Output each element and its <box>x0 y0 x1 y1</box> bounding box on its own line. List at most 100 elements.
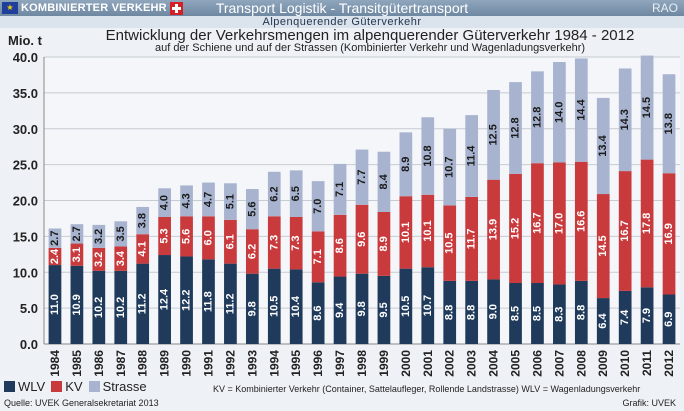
x-tick-label: 1995 <box>289 350 303 377</box>
x-tick-label: 2010 <box>618 350 632 377</box>
bar-segment-wlv <box>531 283 544 344</box>
data-label-strasse: 7.1 <box>334 182 346 197</box>
y-tick-label: 20.0 <box>13 194 38 209</box>
bar-segment-kv <box>355 204 369 274</box>
data-label-wlv: 10.2 <box>93 297 105 318</box>
data-label-kv: 9.6 <box>356 232 368 247</box>
data-label-kv: 10.1 <box>400 222 412 243</box>
data-label-kv: 13.9 <box>488 219 500 240</box>
data-label-wlv: 8.6 <box>312 305 324 320</box>
source-note: Quelle: UVEK Generalsekretariat 2013 <box>4 398 159 408</box>
bar-segment-strasse <box>355 149 369 205</box>
data-label-wlv: 10.7 <box>422 295 434 316</box>
data-label-strasse: 12.8 <box>510 117 522 138</box>
data-label-strasse: 3.2 <box>93 229 105 244</box>
bar-segment-kv <box>487 179 500 280</box>
data-label-strasse: 3.8 <box>137 213 149 228</box>
bar-segment-strasse <box>114 221 128 247</box>
x-tick-label: 1992 <box>223 350 237 377</box>
bar-segment-wlv <box>202 259 215 344</box>
bar-segment-strasse <box>421 117 435 195</box>
bar-segment-strasse <box>487 90 500 180</box>
x-tick-label: 1994 <box>267 350 281 377</box>
bar-segment-wlv <box>267 268 281 344</box>
legend-swatch-wlv <box>4 380 15 392</box>
bar-segment-strasse <box>618 68 632 172</box>
data-label-kv: 10.1 <box>422 220 434 241</box>
bar-segment-strasse <box>48 228 62 248</box>
bar-segment-strasse <box>202 182 215 217</box>
bar-segment-wlv <box>509 283 522 344</box>
data-label-wlv: 7.9 <box>641 308 653 323</box>
legend-swatch-kv <box>51 380 63 392</box>
bar-segment-strasse <box>289 170 303 218</box>
bar-segment-strasse <box>136 206 150 235</box>
bar-segment-wlv <box>465 280 479 344</box>
data-label-strasse: 3.5 <box>115 226 127 241</box>
data-label-kv: 16.9 <box>663 223 675 244</box>
bar-segment-strasse <box>377 151 391 212</box>
data-label-strasse: 8.4 <box>378 173 390 189</box>
graphic-credit: Grafik: UVEK <box>622 398 676 408</box>
data-label-wlv: 11.0 <box>49 294 61 315</box>
bar-segment-strasse <box>311 181 325 232</box>
data-label-strasse: 12.8 <box>531 107 543 128</box>
y-tick-label: 35.0 <box>13 86 38 101</box>
data-label-strasse: 14.3 <box>619 109 631 130</box>
header-right-label: RAO <box>651 1 678 15</box>
x-tick-label: 2012 <box>662 350 676 377</box>
data-label-kv: 14.5 <box>597 235 609 256</box>
bar-segment-wlv <box>553 284 566 344</box>
data-label-wlv: 7.4 <box>619 309 631 325</box>
bar-segment-wlv <box>596 298 610 344</box>
bar-segment-kv <box>114 246 128 271</box>
bar-segment-wlv <box>158 255 171 344</box>
logo: ★ KOMBINIERTER VERKEHR <box>2 1 183 15</box>
x-tick-label: 2009 <box>596 350 610 377</box>
bar-segment-wlv <box>333 276 347 344</box>
y-tick-label: 25.0 <box>13 158 38 173</box>
data-label-strasse: 13.4 <box>597 134 609 156</box>
y-tick-label: 0.0 <box>20 337 38 352</box>
data-label-kv: 7.3 <box>268 235 280 250</box>
bar-segment-wlv <box>70 265 84 344</box>
bar-segment-wlv <box>245 273 259 344</box>
data-label-kv: 16.7 <box>531 212 543 233</box>
data-label-wlv: 12.2 <box>181 290 193 311</box>
bar-segment-wlv <box>180 256 193 344</box>
header-bar: Transport Logistik - Transitgütertranspo… <box>0 0 684 16</box>
data-label-strasse: 14.4 <box>575 99 587 121</box>
data-label-strasse: 5.6 <box>246 201 258 216</box>
bar-segment-kv <box>531 163 544 284</box>
data-label-strasse: 8.9 <box>400 157 412 172</box>
x-tick-label: 1991 <box>201 350 215 377</box>
x-tick-label: 1987 <box>114 350 128 377</box>
data-label-wlv: 6.9 <box>663 312 675 327</box>
bar-segment-kv <box>662 173 676 295</box>
bar-segment-wlv <box>421 267 435 344</box>
data-label-wlv: 9.4 <box>334 302 346 318</box>
data-label-strasse: 7.7 <box>356 170 368 185</box>
bar-segment-kv <box>70 243 84 266</box>
data-label-kv: 2.4 <box>49 248 61 264</box>
chart-title: Entwicklung der Verkehrsmengen im alpenq… <box>105 27 635 44</box>
x-tick-label: 2004 <box>487 350 501 377</box>
x-tick-label: 2001 <box>421 350 435 377</box>
data-label-kv: 8.6 <box>334 238 346 253</box>
bar-segment-strasse <box>224 183 237 220</box>
data-label-wlv: 11.2 <box>224 293 236 314</box>
x-tick-label: 1996 <box>311 350 325 377</box>
data-label-kv: 3.4 <box>115 250 127 266</box>
data-label-kv: 10.5 <box>444 232 456 253</box>
bar-segment-kv <box>92 247 106 271</box>
data-label-kv: 4.1 <box>137 241 149 256</box>
bar-segment-kv <box>158 217 171 256</box>
bar-segment-wlv <box>92 270 106 344</box>
data-label-strasse: 6.5 <box>290 186 302 201</box>
data-label-kv: 17.0 <box>553 213 565 234</box>
bar-segment-strasse <box>465 115 479 197</box>
bar-segment-wlv <box>662 294 676 344</box>
bar-segment-strasse <box>596 97 610 195</box>
bar-segment-wlv <box>355 273 369 344</box>
bar-segment-kv <box>509 173 522 284</box>
